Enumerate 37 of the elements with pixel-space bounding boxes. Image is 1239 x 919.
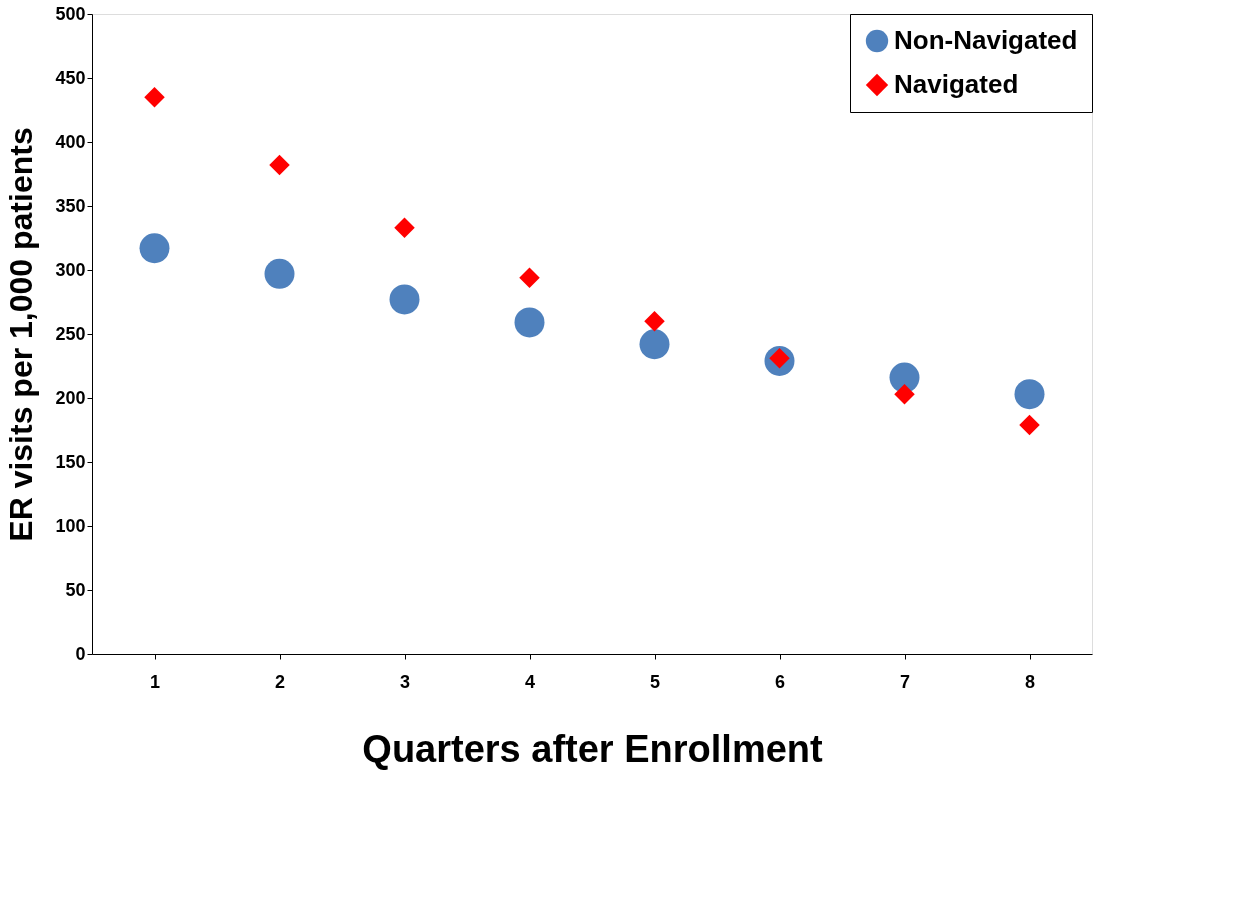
point: [144, 86, 165, 108]
y-tick-label: 250: [55, 323, 86, 344]
x-tick-label: 1: [149, 671, 161, 692]
y-tick-label: 450: [55, 67, 86, 88]
point: [269, 154, 290, 176]
y-axis-title: ER visits per 1,000 patients: [3, 127, 40, 542]
x-axis-title: Quarters after Enrollment: [362, 727, 824, 770]
point: [1019, 414, 1040, 436]
y-tick-label: 350: [55, 195, 86, 216]
point: [514, 307, 545, 338]
x-tick-label: 8: [1024, 671, 1036, 692]
x-tick-label: 6: [774, 671, 786, 692]
x-tick-label: 5: [649, 671, 661, 692]
x-tick-label: 7: [899, 671, 911, 692]
y-tick-label: 500: [55, 3, 86, 24]
point: [139, 233, 170, 264]
point: [519, 267, 540, 288]
point: [1014, 379, 1045, 410]
y-tick-label: 400: [55, 131, 86, 152]
y-tick-label: 300: [55, 259, 86, 280]
y-tick-label: 200: [55, 387, 86, 408]
legend-label: Navigated: [894, 69, 1019, 99]
point: [389, 284, 420, 315]
point: [889, 362, 920, 393]
y-tick-label: 100: [55, 515, 86, 536]
x-tick-label: 4: [524, 671, 536, 692]
y-tick-label: 150: [55, 451, 86, 472]
y-tick-label: 50: [65, 579, 86, 600]
point: [264, 258, 295, 289]
y-tick-label: 0: [75, 643, 86, 664]
x-tick-label: 2: [274, 671, 286, 692]
point: [639, 329, 670, 360]
point: [894, 383, 915, 405]
point: [644, 310, 665, 332]
legend-label: Non-Navigated: [894, 25, 1078, 55]
point: [394, 217, 415, 239]
x-tick-label: 3: [399, 671, 411, 692]
